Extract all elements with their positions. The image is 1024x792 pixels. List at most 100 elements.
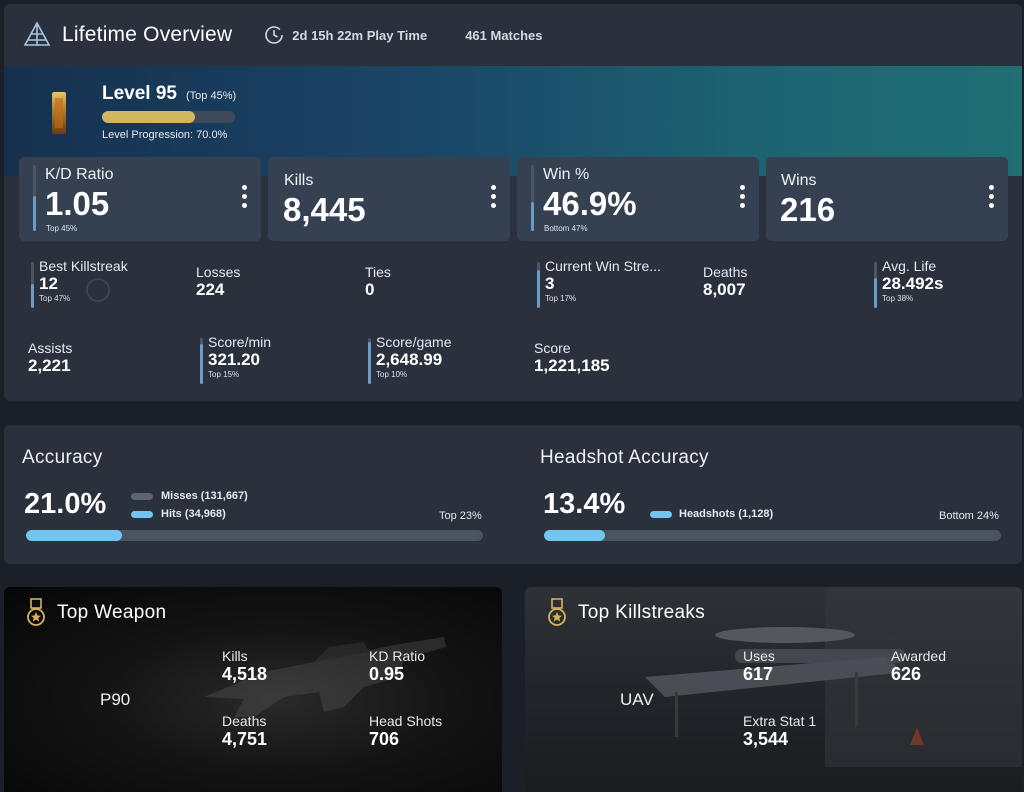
- deaths-label: Deaths: [703, 264, 748, 280]
- killstreak-uses-label: Uses: [743, 648, 775, 664]
- best-killstreak-rank: Top 47%: [39, 294, 71, 303]
- accuracy-bar: [26, 530, 483, 541]
- score-min-fill: [200, 344, 203, 384]
- stat-losses: Losses 224: [196, 264, 240, 300]
- weapon-image: [204, 637, 446, 717]
- losses-value: 224: [196, 280, 225, 299]
- ties-label: Ties: [365, 264, 391, 280]
- score-game-rank: Top 10%: [376, 370, 408, 379]
- hits-legend: Hits (34,968): [161, 508, 226, 520]
- level-progress-bar: [102, 111, 235, 123]
- overview-header: Lifetime Overview 2d 15h 22m Play Time 4…: [4, 4, 1022, 66]
- score-label: Score: [534, 340, 571, 356]
- killstreak-fill: [31, 284, 34, 308]
- weapon-kills: Kills 4,518: [222, 648, 267, 685]
- accuracy-value: 21.0%: [24, 488, 107, 520]
- level-progress-fill: [102, 111, 196, 123]
- loading-spinner-icon: [86, 278, 110, 302]
- weapon-kills-value: 4,518: [222, 664, 268, 684]
- assists-value: 2,221: [28, 356, 71, 375]
- accuracy-title: Accuracy: [22, 447, 103, 468]
- more-vert-icon[interactable]: [740, 185, 746, 209]
- win-label: Win %: [543, 166, 590, 183]
- weapon-headshots-label: Head Shots: [369, 713, 443, 729]
- kills-value: 8,445: [283, 191, 366, 228]
- card-kills: Kills 8,445: [268, 157, 510, 241]
- weapon-headshots-value: 706: [369, 729, 400, 749]
- killstreak-uses-value: 617: [743, 664, 774, 684]
- stat-deaths: Deaths 8,007: [703, 264, 747, 300]
- score-min-value: 321.20: [208, 350, 260, 369]
- current-win-streak-label: Current Win Stre...: [545, 258, 661, 274]
- killstreak-awarded: Awarded 626: [891, 648, 946, 685]
- top-killstreaks-title: Top Killstreaks: [578, 602, 705, 623]
- win-percentile-track: [531, 165, 534, 231]
- accuracy-bar-fill: [26, 530, 122, 541]
- more-vert-icon[interactable]: [989, 185, 995, 209]
- stat-score-per-game: Score/game 2,648.99 Top 10%: [368, 334, 451, 384]
- wins-label: Wins: [781, 172, 817, 189]
- top-weapon-title: Top Weapon: [57, 602, 167, 623]
- clock-icon: [265, 26, 284, 44]
- headshots-legend-swatch: [650, 511, 672, 518]
- misses-legend: Misses (131,667): [161, 490, 248, 502]
- stat-avg-life: Avg. Life 28.492s Top 38%: [874, 258, 943, 308]
- win-streak-fill: [537, 270, 540, 308]
- card-win-percent: Win % 46.9% Bottom 47%: [517, 157, 759, 241]
- level-label: Level 95: [102, 83, 177, 104]
- overview-title: Lifetime Overview: [62, 23, 233, 46]
- match-count: 461 Matches: [465, 27, 543, 43]
- top-killstreaks-card[interactable]: Top Killstreaks UAV Uses 617 Awarded 626…: [525, 587, 1022, 792]
- play-time: 2d 15h 22m Play Time: [292, 27, 428, 43]
- best-killstreak-value: 12: [39, 274, 58, 293]
- accuracy-rank: Top 23%: [439, 510, 482, 522]
- score-value: 1,221,185: [534, 356, 610, 375]
- weapon-deaths-label: Deaths: [222, 713, 267, 729]
- kd-rank: Top 45%: [46, 224, 78, 233]
- score-game-fill: [368, 342, 371, 384]
- killstreak-image: [645, 587, 1022, 767]
- headshots-legend: Headshots (1,128): [679, 508, 774, 520]
- misses-legend-swatch: [131, 493, 153, 500]
- level-rank: (Top 45%): [186, 90, 237, 102]
- headshot-accuracy-value: 13.4%: [543, 488, 626, 520]
- weapon-kd-label: KD Ratio: [369, 648, 426, 664]
- assists-label: Assists: [28, 340, 73, 356]
- avg-life-fill: [874, 278, 877, 308]
- stat-current-win-streak: Current Win Stre... 3 Top 17%: [537, 258, 661, 308]
- killstreak-awarded-label: Awarded: [891, 648, 947, 664]
- current-win-streak-rank: Top 17%: [545, 294, 577, 303]
- weapon-kd-ratio: KD Ratio 0.95: [369, 648, 425, 685]
- weapon-kills-label: Kills: [222, 648, 248, 664]
- stat-score-per-min: Score/min 321.20 Top 15%: [200, 334, 272, 384]
- accuracy-panel: Accuracy 21.0% Misses (131,667) Hits (34…: [4, 425, 1022, 564]
- killstreak-extra-label: Extra Stat 1: [743, 713, 817, 729]
- avg-life-label: Avg. Life: [882, 258, 937, 274]
- score-min-label: Score/min: [208, 334, 272, 350]
- killstreak-name: UAV: [620, 690, 654, 709]
- top-weapon-card[interactable]: Top Weapon P90 Kills 4,518 KD Ratio 0.95…: [4, 587, 502, 792]
- hits-legend-swatch: [131, 511, 153, 518]
- medal-icon: [548, 598, 566, 626]
- killstreak-uses: Uses 617: [743, 648, 775, 685]
- kd-label: K/D Ratio: [45, 166, 114, 183]
- headshot-accuracy-rank: Bottom 24%: [939, 510, 999, 522]
- stat-assists: Assists 2,221: [28, 340, 72, 376]
- headshot-accuracy-title: Headshot Accuracy: [540, 447, 709, 468]
- kd-percentile-fill: [33, 196, 36, 231]
- avg-life-rank: Top 38%: [882, 294, 914, 303]
- killstreak-extra-stat: Extra Stat 1 3,544: [743, 713, 816, 750]
- more-vert-icon[interactable]: [242, 185, 248, 209]
- best-killstreak-label: Best Killstreak: [39, 258, 128, 274]
- more-vert-icon[interactable]: [491, 185, 497, 209]
- pyramid-logo-icon: [23, 21, 51, 46]
- current-win-streak-value: 3: [545, 274, 555, 293]
- killstreak-extra-value: 3,544: [743, 729, 789, 749]
- deaths-value: 8,007: [703, 280, 746, 299]
- lifetime-overview-panel: Lifetime Overview 2d 15h 22m Play Time 4…: [4, 4, 1022, 401]
- level-progression-text: Level Progression: 70.0%: [102, 129, 228, 141]
- weapon-deaths-value: 4,751: [222, 729, 268, 749]
- win-percentile-fill: [531, 202, 534, 231]
- weapon-kd-value: 0.95: [369, 664, 405, 684]
- win-rank: Bottom 47%: [544, 224, 588, 233]
